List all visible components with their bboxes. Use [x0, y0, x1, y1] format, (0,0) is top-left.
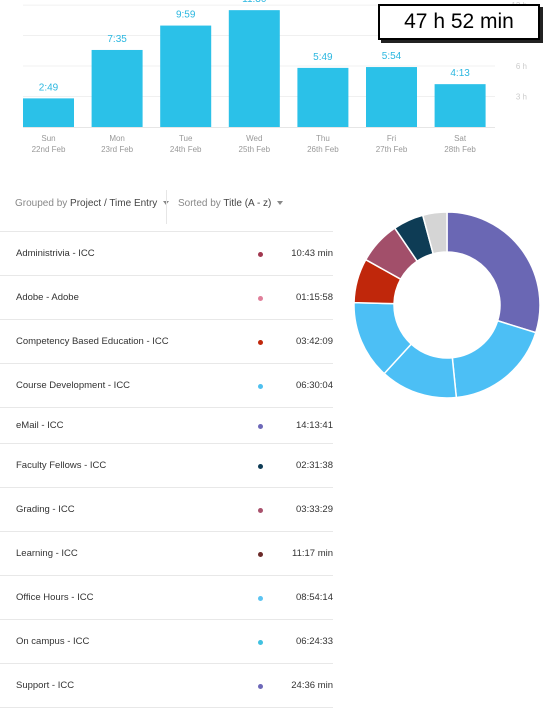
entry-color-dot [258, 339, 263, 345]
bar [91, 49, 143, 127]
list-item[interactable]: Office Hours - ICC 08:54:14 [0, 575, 333, 619]
x-tick-date: 25th Feb [239, 145, 271, 154]
entry-name: Competency Based Education - ICC [16, 336, 169, 347]
donut-slice[interactable] [421, 211, 448, 255]
entry-color-dot [258, 551, 263, 557]
entry-duration: 01:15:58 [296, 292, 333, 303]
entry-duration: 08:54:14 [296, 592, 333, 603]
list-item[interactable]: Support - ICC 24:36 min [0, 663, 333, 707]
bar [228, 10, 280, 127]
entry-color-dot [258, 383, 263, 389]
bar [160, 25, 212, 127]
entry-name: Office Hours - ICC [16, 592, 94, 603]
entry-name: Learning - ICC [16, 548, 78, 559]
list-item[interactable]: eMail - ICC 14:13:41 [0, 407, 333, 443]
bar-value-label: 2:49 [39, 82, 59, 93]
entry-duration: 06:30:04 [296, 380, 333, 391]
list-item[interactable]: Faculty Fellows - ICC 02:31:38 [0, 443, 333, 487]
bar [366, 67, 417, 127]
entry-duration: 14:13:41 [296, 420, 333, 431]
entry-color-dot [258, 683, 263, 689]
entry-duration: 24:36 min [291, 680, 333, 691]
sort-by-value: Title (A - z) [223, 198, 272, 209]
entry-name: Grading - ICC [16, 504, 75, 515]
group-by-value: Project / Time Entry [70, 198, 158, 209]
x-tick-date: 23rd Feb [101, 145, 134, 154]
list-item[interactable]: Course Development - ICC 06:30:04 [0, 363, 333, 407]
entry-color-dot [258, 463, 263, 469]
entry-duration: 10:43 min [291, 248, 333, 259]
donut-slice[interactable] [446, 211, 541, 334]
donut-slice[interactable] [451, 319, 537, 399]
entry-color-dot [258, 251, 263, 257]
entry-color-dot [258, 639, 263, 645]
x-tick-day: Sun [41, 134, 55, 143]
entry-color-dot [258, 423, 263, 429]
bar-value-label: 4:13 [450, 68, 470, 79]
total-time-box: 47 h 52 min [378, 4, 540, 40]
x-tick-day: Fri [387, 134, 397, 143]
entry-duration: 03:33:29 [296, 504, 333, 515]
sort-by-dropdown[interactable]: Sorted by Title (A - z) [178, 198, 284, 209]
controls-divider [166, 190, 167, 224]
list-item[interactable]: Competency Based Education - ICC 03:42:09 [0, 319, 333, 363]
x-tick-date: 22nd Feb [32, 145, 66, 154]
entry-name: Adobe - Adobe [16, 292, 79, 303]
x-tick-day: Tue [179, 134, 193, 143]
group-by-label: Grouped by [15, 198, 68, 209]
entry-name: Support - ICC [16, 680, 75, 691]
list-item[interactable]: Learning - ICC 11:17 min [0, 531, 333, 575]
entry-name: eMail - ICC [16, 420, 64, 431]
bar-value-label: 9:59 [176, 10, 196, 21]
x-tick-day: Mon [109, 134, 125, 143]
entry-name: Administrivia - ICC [16, 248, 95, 259]
x-tick-date: 26th Feb [307, 145, 339, 154]
list-item[interactable]: On campus - ICC 06:24:33 [0, 619, 333, 663]
x-tick-day: Thu [316, 134, 330, 143]
bar-value-label: 7:35 [107, 34, 127, 45]
entry-list: Administrivia - ICC 10:43 min Adobe - Adob… [0, 231, 333, 708]
y-tick-label: 3 h [516, 93, 527, 102]
entry-name: Faculty Fellows - ICC [16, 460, 107, 471]
x-tick-date: 28th Feb [444, 145, 476, 154]
entry-duration: 11:17 min [291, 548, 333, 559]
bar [434, 84, 486, 127]
entry-color-dot [258, 507, 263, 513]
entry-name: Course Development - ICC [16, 380, 131, 391]
y-tick-label: 6 h [516, 62, 527, 71]
list-item[interactable]: Grading - ICC 03:33:29 [0, 487, 333, 531]
list-controls: Grouped by Project / Time Entry Sorted b… [0, 190, 333, 224]
entry-name: On campus - ICC [16, 636, 90, 647]
bar [23, 98, 74, 127]
x-tick-day: Sat [454, 134, 467, 143]
entry-duration: 03:42:09 [296, 336, 333, 347]
entry-duration: 02:31:38 [296, 460, 333, 471]
bar-value-label: 5:54 [382, 51, 402, 62]
chevron-down-icon [277, 201, 284, 206]
entry-color-dot [258, 595, 263, 601]
sort-by-label: Sorted by [178, 198, 221, 209]
total-time: 47 h 52 min [404, 10, 514, 33]
list-item[interactable]: Administrivia - ICC 10:43 min [0, 231, 333, 275]
x-tick-date: 24th Feb [170, 145, 202, 154]
bar-value-label: 11:30 [242, 0, 267, 5]
entry-duration: 06:24:33 [296, 636, 333, 647]
entry-color-dot [258, 295, 263, 301]
bar-value-label: 5:49 [313, 52, 333, 63]
group-by-dropdown[interactable]: Grouped by Project / Time Entry [15, 198, 170, 209]
x-tick-date: 27th Feb [376, 145, 408, 154]
x-tick-day: Wed [246, 134, 262, 143]
project-donut-chart [353, 211, 541, 399]
list-item[interactable]: Adobe - Adobe 01:15:58 [0, 275, 333, 319]
bar [297, 67, 349, 127]
